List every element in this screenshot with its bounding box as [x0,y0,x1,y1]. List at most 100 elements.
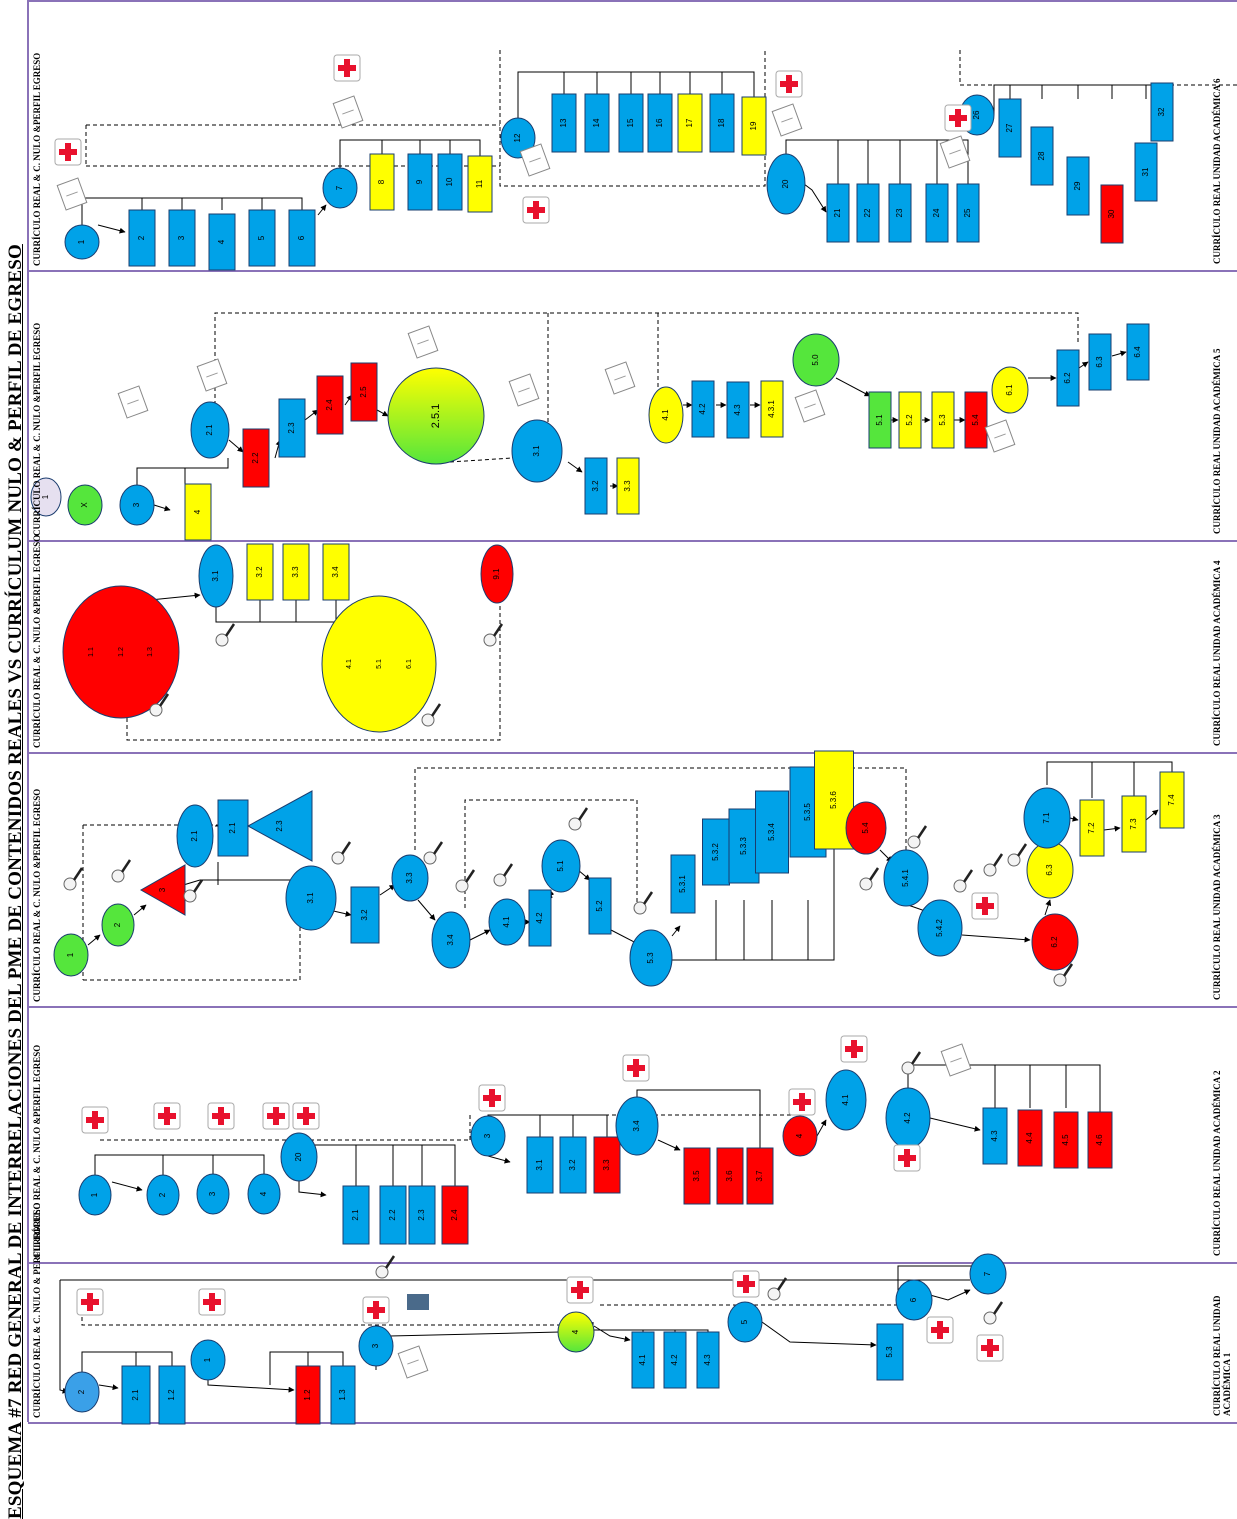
node-c: X [67,484,103,526]
node-c: 3.4 [615,1096,659,1156]
node-label: 5.4.1 [901,869,910,887]
node-c: 5.3 [629,929,673,987]
link [961,934,1031,943]
link [469,929,491,941]
node-r: 3.2 [559,1136,587,1194]
red-cross-icon [971,892,999,920]
node-r: 5 [248,209,276,267]
magnifier-icon [421,703,442,727]
node-r: 5.3.2 [702,818,730,886]
node-label: 5.1 [875,414,884,426]
node-r: 15 [618,93,644,153]
node-label: 4.2 [535,912,544,924]
node-label: 6.4 [1133,346,1142,358]
node-label: 25 [963,208,972,217]
red-cross-icon [840,1035,868,1063]
node-label: 11 [475,179,484,188]
node-label: X [80,502,89,508]
red-cross-icon [522,196,550,224]
node-c: 2 [101,903,135,947]
node-c: 4 [557,1311,595,1353]
magnifier-icon [331,841,352,865]
node-c: 4.1 [488,898,526,946]
node-label: 5.3.5 [803,803,812,821]
big-yellow-node: 4.1 5.1 6.1 [321,595,437,733]
node-label: 5.3.4 [767,823,776,841]
node-label: 1 [41,494,50,499]
node-r: 13 [551,93,577,153]
link [389,1331,561,1337]
node-label: 5.2 [595,900,604,912]
node-label: 4 [571,1329,580,1334]
link [487,1114,608,1137]
node-c: 1 [64,224,100,260]
dashed-link [126,604,501,741]
node-c: 7 [969,1253,1007,1295]
node-label: 6 [297,235,306,240]
red-cross-icon [262,1102,290,1130]
node-c: 7.1 [1023,787,1071,849]
node-c: 3.3 [391,854,429,902]
link [929,1117,981,1132]
node-r: 21 [826,183,850,243]
node-label: 2.1 [190,830,199,842]
magnifier-icon [983,853,1004,877]
red-cross-icon [292,1102,320,1130]
node-label: 2.2 [251,452,260,464]
node-label: 4.1 [502,916,511,928]
node-c: 9.1 [480,544,514,604]
node-label: 4.1 [638,1354,647,1366]
node-label: 1.1 [88,647,95,657]
node-label: 3.4 [632,1120,641,1132]
node-r: 1.2 [295,1365,321,1425]
node-label: 28 [1037,151,1046,160]
book-icon [117,385,149,419]
node-label: 3.3 [602,1159,611,1171]
node-label: 5.2 [905,414,914,426]
node-c: 6 [895,1279,933,1321]
node-label: 2.1 [228,822,237,834]
node-c: 5 [727,1301,763,1343]
node-label: 29 [1073,181,1082,190]
node-label: 2.1 [351,1209,360,1221]
node-label: 2.2 [388,1209,397,1221]
node-r: 22 [856,183,880,243]
link [111,1181,143,1192]
node-r: 3.6 [716,1147,744,1205]
node-label: 3.6 [725,1170,734,1182]
red-cross-icon [893,1144,921,1172]
magnifier-icon [423,841,444,865]
link [376,409,389,417]
red-cross-icon [622,1054,650,1082]
node-r: 4.3.1 [760,380,784,438]
node-label: 3 [177,235,186,240]
dashed-link [449,457,513,463]
node-r: 28 [1030,126,1054,186]
link [671,925,681,937]
node-label: 5.3 [646,952,655,964]
node-label: 6.3 [1095,356,1104,368]
node-r: 25 [956,183,980,243]
node-label: 21 [833,208,842,217]
node-label: 3.4 [331,566,340,578]
magnifier-icon [455,869,476,893]
node-label: 4 [259,1191,268,1196]
node-c: 1 [78,1174,112,1216]
link [1078,361,1089,369]
unit-left-label: CURRÍCULO REAL & C. NULO &PERFIL EGRESO [32,52,42,266]
node-r: 2.4 [316,375,344,435]
red-cross-icon [976,1334,1004,1362]
red-cross-icon [81,1106,109,1134]
node-label: 6.1 [406,659,413,669]
node-c: 12 [500,117,536,159]
node-c: 5.4 [845,801,887,855]
book-icon [940,1043,972,1077]
link [298,1181,327,1198]
node-label: 20 [781,179,790,188]
node-r: 5.3.1 [670,854,696,914]
node-r: 1.3 [330,1365,356,1425]
book-icon [771,103,803,137]
node-label: 4 [217,239,226,244]
node-r: 10 [437,153,463,211]
node-label: 1 [90,1192,99,1197]
